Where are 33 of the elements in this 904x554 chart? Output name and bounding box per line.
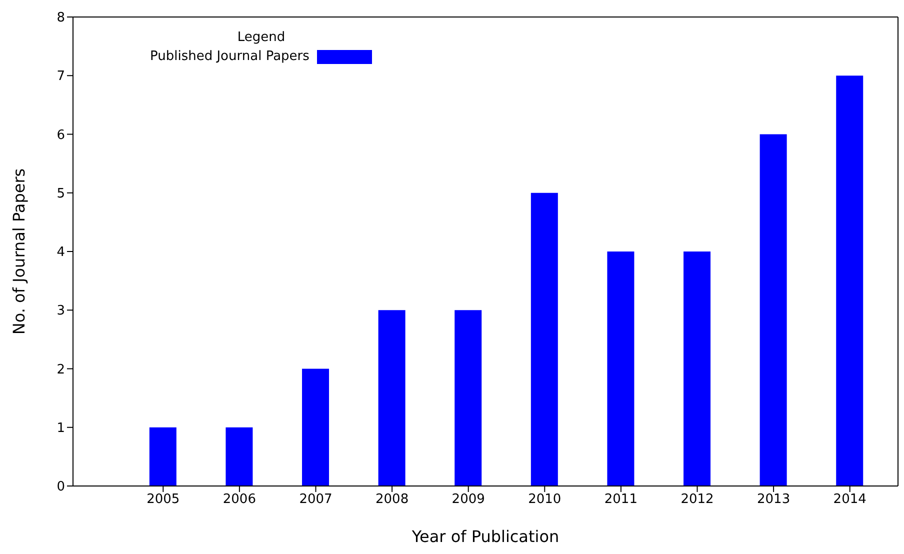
- legend-label: Published Journal Papers: [150, 49, 310, 64]
- legend-title: Legend: [236, 30, 286, 45]
- x-tick-label: 2006: [222, 492, 256, 508]
- x-tick-label: 2007: [299, 492, 332, 508]
- bar: [684, 252, 711, 486]
- x-tick-label: 2011: [604, 492, 638, 508]
- x-tick-label: 2012: [680, 492, 714, 508]
- y-tick-label: 1: [56, 420, 65, 436]
- y-axis-title: No. of Journal Papers: [10, 168, 29, 335]
- bar: [836, 76, 864, 486]
- bar: [760, 134, 787, 486]
- y-tick-label: 0: [56, 480, 65, 495]
- bar: [149, 427, 176, 486]
- y-tick-label: 7: [56, 69, 65, 84]
- y-tick-label: 5: [56, 186, 65, 202]
- bar: [530, 192, 558, 486]
- x-tick-label: 2014: [833, 492, 866, 508]
- x-tick-label: 2010: [528, 492, 562, 508]
- y-tick-label: 6: [56, 128, 65, 143]
- bar: [454, 310, 482, 486]
- bar: [302, 368, 330, 486]
- x-tick-label: 2013: [757, 492, 790, 508]
- x-tick-label: 2005: [146, 492, 180, 508]
- x-axis-title: Year of Publication: [410, 527, 560, 546]
- y-tick-label: 8: [56, 10, 65, 26]
- bar: [378, 310, 406, 486]
- y-tick-label: 2: [56, 362, 65, 378]
- bar: [607, 252, 634, 486]
- x-tick-label: 2008: [376, 492, 409, 508]
- y-tick-label: 3: [56, 304, 65, 319]
- bar: [226, 427, 253, 486]
- y-tick-label: 4: [56, 245, 65, 260]
- x-tick-label: 2009: [452, 492, 485, 508]
